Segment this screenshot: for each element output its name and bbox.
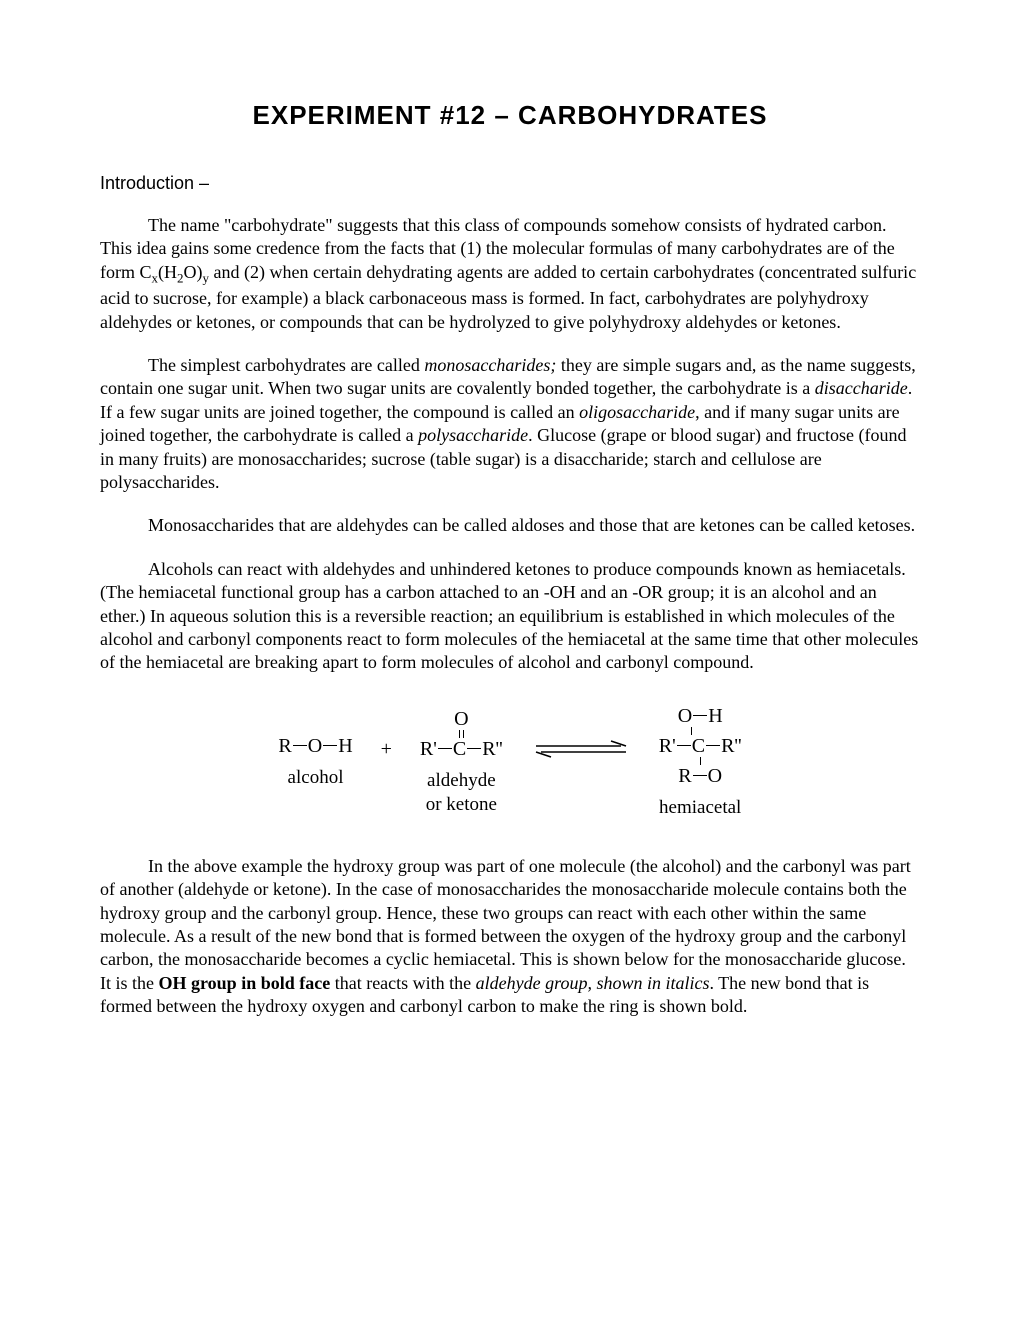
bond-icon	[293, 745, 307, 746]
italic-monosaccharides: monosaccharides;	[424, 355, 556, 375]
p5-text-b: that reacts with the	[330, 973, 475, 993]
bond-icon	[691, 727, 692, 735]
italic-oligosaccharide: oligosaccharide	[579, 402, 695, 422]
atom-r: R	[278, 735, 291, 757]
p2-text-a: The simplest carbohydrates are called	[148, 355, 424, 375]
atom-o: O	[308, 735, 322, 757]
paragraph-5: In the above example the hydroxy group w…	[100, 855, 920, 1019]
carbonyl-molecule: O R' C R'' aldehyde or ketone	[420, 708, 503, 816]
atom-c: C	[692, 735, 705, 757]
plus-sign: +	[381, 738, 392, 786]
italic-polysaccharide: polysaccharide	[418, 425, 528, 445]
alcohol-molecule: R O H alcohol	[278, 735, 352, 789]
bond-icon	[467, 748, 481, 749]
alcohol-label: alcohol	[288, 767, 344, 789]
section-heading: Introduction –	[100, 173, 920, 194]
paragraph-2: The simplest carbohydrates are called mo…	[100, 354, 920, 494]
paragraph-4: Alcohols can react with aldehydes and un…	[100, 558, 920, 675]
atom-o2: O	[708, 765, 722, 787]
carbonyl-label-2: or ketone	[426, 794, 497, 816]
carbonyl-label-1: aldehyde	[427, 770, 496, 792]
bond-icon	[693, 715, 707, 716]
reaction-diagram: R O H alcohol + O R' C R'' aldehyde or k…	[100, 705, 920, 819]
atom-o: O	[454, 708, 468, 730]
italic-aldehyde-group: aldehyde group, shown in italics	[476, 973, 710, 993]
atom-rpp: R''	[482, 738, 503, 760]
p1-text-c: O)	[184, 262, 203, 282]
atom-rp: R'	[420, 738, 437, 760]
bond-icon	[693, 775, 707, 776]
atom-c: C	[453, 738, 466, 760]
bond-icon	[323, 745, 337, 746]
atom-o: O	[678, 705, 692, 727]
atom-rp: R'	[659, 735, 676, 757]
bond-icon	[700, 757, 701, 765]
bond-icon	[677, 745, 691, 746]
atom-h: H	[708, 705, 722, 727]
paragraph-3: Monosaccharides that are aldehydes can b…	[100, 514, 920, 537]
p1-text-d: and (2) when certain dehydrating agents …	[100, 262, 916, 332]
double-bond-icon	[459, 730, 464, 738]
bold-oh-group: OH group in bold face	[159, 973, 331, 993]
paragraph-1: The name "carbohydrate" suggests that th…	[100, 214, 920, 334]
page-title: EXPERIMENT #12 – CARBOHYDRATES	[100, 100, 920, 131]
bond-icon	[706, 745, 720, 746]
bond-icon	[438, 748, 452, 749]
atom-r: R	[678, 765, 691, 787]
p1-text-b: (H	[158, 262, 177, 282]
equilibrium-arrow-icon	[531, 737, 631, 786]
atom-rpp: R''	[721, 735, 742, 757]
italic-disaccharide: disaccharide	[815, 378, 908, 398]
hemiacetal-label: hemiacetal	[659, 797, 741, 819]
hemiacetal-molecule: O H R' C R'' R O hemiacetal	[659, 705, 742, 819]
atom-h: H	[338, 735, 352, 757]
